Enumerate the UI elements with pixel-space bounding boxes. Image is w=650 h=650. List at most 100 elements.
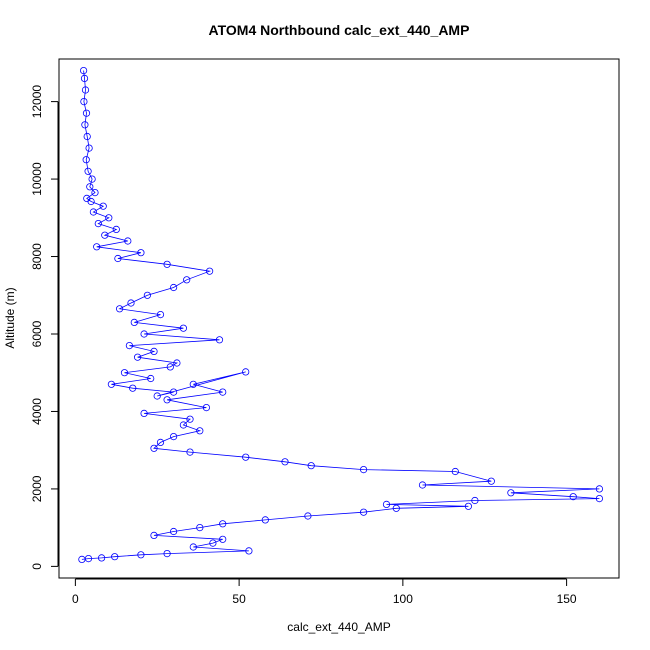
data-point [219,520,227,528]
y-tick-label: 10000 [30,162,44,196]
data-point [112,225,120,233]
data-point [116,305,124,313]
data-point [189,543,197,551]
x-tick-label: 150 [557,592,577,606]
data-point [125,341,133,350]
x-tick-label: 0 [72,592,79,606]
data-point [150,444,158,452]
data-point [219,535,227,543]
data-point [418,481,427,489]
data-point [134,353,142,361]
data-point [87,197,95,206]
data-point [382,500,391,508]
data-point [569,493,577,501]
data-point [143,291,151,299]
data-point [80,74,89,83]
data-point [129,384,137,392]
data-point [130,318,138,326]
y-tick-label: 6000 [30,320,44,347]
data-point [487,477,495,485]
data-point [183,276,191,284]
data-point [78,555,86,564]
data-point [105,214,113,222]
data-point [140,330,148,338]
data-point [81,86,90,94]
data-point [219,388,227,396]
data-point [170,432,178,441]
data-point [179,421,187,429]
data-point [464,502,472,510]
x-axis-title: calc_ext_440_AMP [287,620,390,634]
data-point [80,67,88,75]
data-point [94,220,102,228]
data-point [595,494,604,503]
data-point [91,189,99,197]
data-point [156,310,165,319]
data-point [242,368,250,376]
data-point [245,547,253,555]
data-point [150,347,158,355]
data-point [209,539,217,547]
data-point [101,231,109,239]
data-point [114,254,122,263]
data-point [196,523,204,532]
data-point [137,249,145,257]
data-point [156,438,165,446]
data-point [127,299,135,307]
data-point [82,156,90,164]
x-tick-label: 100 [393,592,413,606]
data-point [179,324,187,332]
data-point [451,467,459,476]
data-point [89,208,98,216]
y-axis: 0 2000 4000 6000 8000 10000 12000 [30,85,59,570]
data-point [150,531,158,540]
data-point [98,554,106,562]
data-point [153,392,161,400]
x-tick-label: 50 [232,592,246,606]
data-point [471,496,479,505]
data-point [120,369,129,377]
data-point [359,465,368,474]
data-point [166,363,174,371]
data-point [111,553,119,561]
data-point [85,144,93,152]
data-point [163,396,171,404]
data-point [140,409,148,417]
y-tick-label: 4000 [30,398,44,425]
data-point [215,336,224,344]
y-tick-label: 0 [30,563,44,570]
data-point [186,415,194,423]
series-line [81,70,600,560]
data-point [186,448,194,456]
data-point [81,121,89,129]
data-point [147,374,155,383]
data-point [202,403,210,412]
data-point [189,380,197,388]
y-tick-label: 2000 [30,475,44,502]
data-point [107,380,116,388]
y-tick-label: 8000 [30,243,44,270]
data-point [124,237,132,245]
data-point [281,458,289,466]
data-point [304,512,312,520]
data-point [507,489,515,497]
data-point [99,202,107,210]
data-point [392,504,400,512]
data-point [307,462,315,470]
data-point [88,175,96,183]
plot-frame [58,58,620,579]
data-point [163,260,171,268]
data-point [206,267,214,275]
data-point [170,527,178,536]
data-point [170,388,178,396]
data-point [359,508,368,516]
data-point [242,453,250,461]
data-point [80,98,88,106]
data-point [83,132,91,141]
data-point [82,109,91,117]
y-axis-title: Altitude (m) [3,287,17,348]
data-point [137,551,145,559]
data-point [173,359,181,367]
data-point [163,549,171,558]
